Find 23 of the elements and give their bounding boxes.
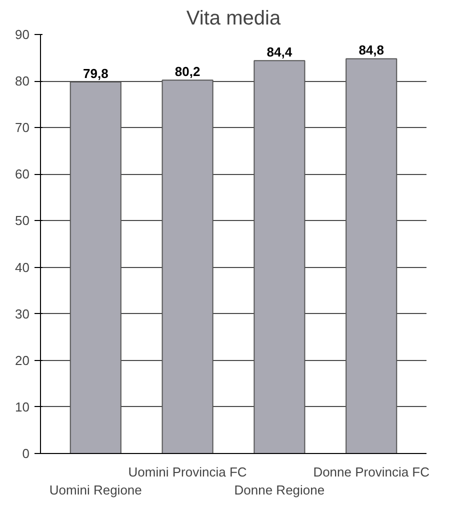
bar (162, 80, 214, 454)
y-tick-label: 30 (15, 306, 30, 322)
y-tick-label: 70 (15, 120, 30, 136)
y-tick-label: 80 (15, 74, 30, 89)
bar (70, 81, 122, 454)
bar (254, 60, 306, 454)
data-label: 84,4 (266, 44, 293, 60)
data-label: 84,8 (358, 42, 384, 58)
x-tick-label: Donne Provincia FC (313, 464, 430, 480)
y-tick-label: 90 (15, 27, 30, 42)
bar (346, 58, 398, 454)
y-tick-label: 20 (15, 352, 30, 368)
x-tick-label: Uomini Provincia FC (128, 464, 247, 480)
y-tick-label: 40 (15, 260, 30, 275)
y-tick-label: 60 (15, 166, 30, 182)
chart-title: Vita media (186, 8, 282, 30)
y-tick-label: 0 (22, 446, 30, 461)
x-tick-label: Uomini Regione (49, 482, 142, 498)
data-label: 80,2 (174, 64, 200, 80)
y-tick-label: 10 (15, 399, 30, 414)
y-tick-label: 50 (15, 213, 30, 228)
x-tick-label: Donne Regione (234, 482, 325, 498)
data-label: 79,8 (82, 66, 108, 81)
